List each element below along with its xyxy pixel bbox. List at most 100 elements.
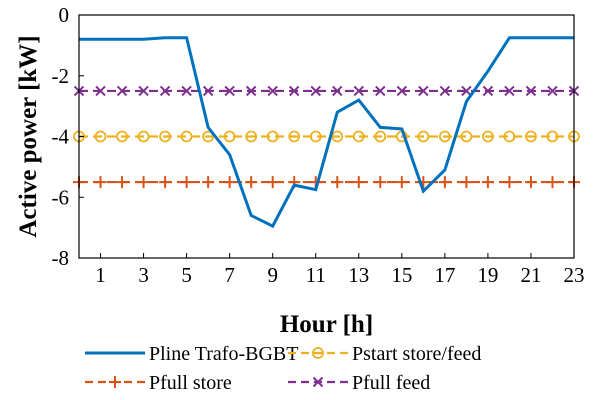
series-layer bbox=[73, 36, 580, 229]
x-tick-label: 11 bbox=[306, 263, 326, 287]
data-point-pfull-store bbox=[438, 176, 451, 189]
legend-label: Pfull store bbox=[149, 372, 232, 394]
data-point-pfull-store bbox=[202, 176, 215, 189]
data-point-pfull-feed bbox=[525, 85, 537, 97]
data-point-pstart-store-feed bbox=[94, 130, 107, 143]
data-point-pstart-store-feed bbox=[503, 130, 516, 143]
data-point-pstart-store-feed bbox=[460, 130, 473, 143]
data-point-pstart-store-feed bbox=[331, 130, 344, 143]
x-tick-label: 3 bbox=[138, 263, 149, 287]
data-point-pfull-feed bbox=[138, 85, 149, 97]
series-pstart-store-feed bbox=[73, 130, 580, 143]
x-tick-label: 9 bbox=[267, 263, 278, 287]
data-point-pfull-store bbox=[94, 176, 107, 189]
y-axis-title: Active power [kW] bbox=[15, 35, 42, 237]
data-point-pstart-store-feed bbox=[309, 130, 322, 143]
data-point-pfull-store bbox=[223, 176, 236, 189]
data-point-pfull-store bbox=[374, 176, 387, 189]
data-point-pfull-feed bbox=[267, 85, 278, 97]
data-point-pfull-store bbox=[331, 176, 344, 189]
x-tick-label: 21 bbox=[520, 263, 541, 287]
data-point-pstart-store-feed bbox=[352, 130, 365, 143]
data-point-pfull-feed bbox=[353, 85, 364, 97]
data-point-pfull-feed bbox=[202, 85, 214, 97]
y-tick-label: -2 bbox=[52, 64, 70, 88]
data-point-pfull-feed bbox=[224, 85, 235, 97]
data-point-pfull-feed bbox=[95, 85, 106, 97]
legend-item-pfull-feed: Pfull feed bbox=[288, 372, 430, 394]
legend: Pline Trafo-BGBT Pstart store/feed Pfull s… bbox=[85, 343, 481, 394]
data-point-pstart-store-feed bbox=[546, 130, 559, 143]
data-point-pstart-store-feed bbox=[159, 130, 171, 143]
data-point-pfull-feed bbox=[482, 85, 494, 97]
data-point-pfull-store bbox=[503, 176, 516, 189]
data-point-pfull-feed bbox=[439, 85, 451, 97]
x-tick-label: 19 bbox=[477, 263, 498, 287]
data-point-pfull-store bbox=[481, 176, 494, 189]
y-tick-label: -8 bbox=[52, 246, 70, 270]
legend-label: Pfull feed bbox=[352, 372, 430, 394]
x-tick-label: 15 bbox=[391, 263, 412, 287]
legend-item-pfull-store: Pfull store bbox=[85, 372, 232, 394]
x-tick-label: 5 bbox=[181, 263, 192, 287]
data-point-pfull-feed bbox=[245, 85, 257, 97]
x-tick-label: 7 bbox=[224, 263, 235, 287]
data-point-pfull-feed bbox=[418, 85, 429, 97]
data-point-pfull-feed bbox=[547, 85, 558, 97]
series-pline-trafo-bgbt bbox=[79, 36, 574, 229]
data-point-pfull-feed bbox=[332, 85, 343, 97]
y-tick-label: 0 bbox=[59, 3, 70, 27]
data-point-pfull-feed bbox=[396, 85, 408, 97]
y-tick-label: -4 bbox=[52, 125, 70, 149]
data-point-pstart-store-feed bbox=[525, 130, 537, 143]
data-point-pfull-store bbox=[245, 176, 258, 189]
data-point-pstart-store-feed bbox=[438, 130, 451, 143]
data-point-pfull-store bbox=[266, 176, 279, 189]
y-tick-label: -6 bbox=[52, 185, 70, 209]
data-point-pfull-store bbox=[352, 176, 365, 189]
data-point-pstart-store-feed bbox=[202, 130, 215, 143]
legend-swatch-marker bbox=[109, 376, 121, 388]
axis-ticks: 1 3 5 7 9 11 13 15 17 19 21 230-2-4-6-8 bbox=[52, 3, 585, 287]
data-point-pfull-feed bbox=[181, 85, 192, 97]
data-point-pstart-store-feed bbox=[245, 130, 258, 143]
legend-swatch-marker bbox=[312, 376, 324, 388]
data-point-pstart-store-feed bbox=[417, 130, 430, 143]
data-point-pfull-feed bbox=[159, 85, 171, 97]
data-point-pfull-store bbox=[524, 176, 537, 189]
legend-item-pstart-store-feed: Pstart store/feed bbox=[288, 343, 481, 365]
data-point-pstart-store-feed bbox=[374, 130, 387, 143]
x-axis-title: Hour [h] bbox=[280, 311, 373, 338]
data-point-pfull-store bbox=[395, 176, 408, 189]
x-tick-label: 13 bbox=[348, 263, 369, 287]
series-pfull-store bbox=[73, 176, 580, 189]
data-point-pstart-store-feed bbox=[288, 130, 301, 143]
x-tick-label: 17 bbox=[434, 263, 455, 287]
legend-swatch-marker bbox=[312, 347, 324, 359]
data-point-pfull-feed bbox=[504, 85, 515, 97]
data-point-pfull-store bbox=[116, 176, 129, 189]
series-line-pline-trafo-bgbt bbox=[79, 36, 574, 229]
data-point-pfull-feed bbox=[310, 85, 321, 97]
data-point-pfull-feed bbox=[289, 85, 300, 97]
data-point-pfull-store bbox=[460, 176, 473, 189]
legend-label: Pstart store/feed bbox=[352, 343, 481, 365]
data-point-pstart-store-feed bbox=[223, 130, 236, 143]
series-pfull-feed bbox=[73, 85, 580, 97]
data-point-pstart-store-feed bbox=[137, 130, 150, 143]
x-tick-label: 23 bbox=[564, 263, 585, 287]
data-point-pfull-store bbox=[546, 176, 559, 189]
data-point-pstart-store-feed bbox=[116, 130, 128, 143]
data-point-pfull-feed bbox=[116, 85, 128, 97]
legend-item-pline-trafo-bgbt: Pline Trafo-BGBT bbox=[85, 343, 298, 365]
x-tick-label: 1 bbox=[95, 263, 106, 287]
data-point-pfull-feed bbox=[461, 85, 472, 97]
data-point-pstart-store-feed bbox=[482, 130, 494, 143]
data-point-pstart-store-feed bbox=[266, 130, 279, 143]
data-point-pfull-store bbox=[137, 176, 150, 189]
data-point-pfull-store bbox=[180, 176, 193, 189]
data-point-pfull-feed bbox=[375, 85, 386, 97]
data-point-pstart-store-feed bbox=[180, 130, 193, 143]
legend-label: Pline Trafo-BGBT bbox=[149, 343, 298, 365]
